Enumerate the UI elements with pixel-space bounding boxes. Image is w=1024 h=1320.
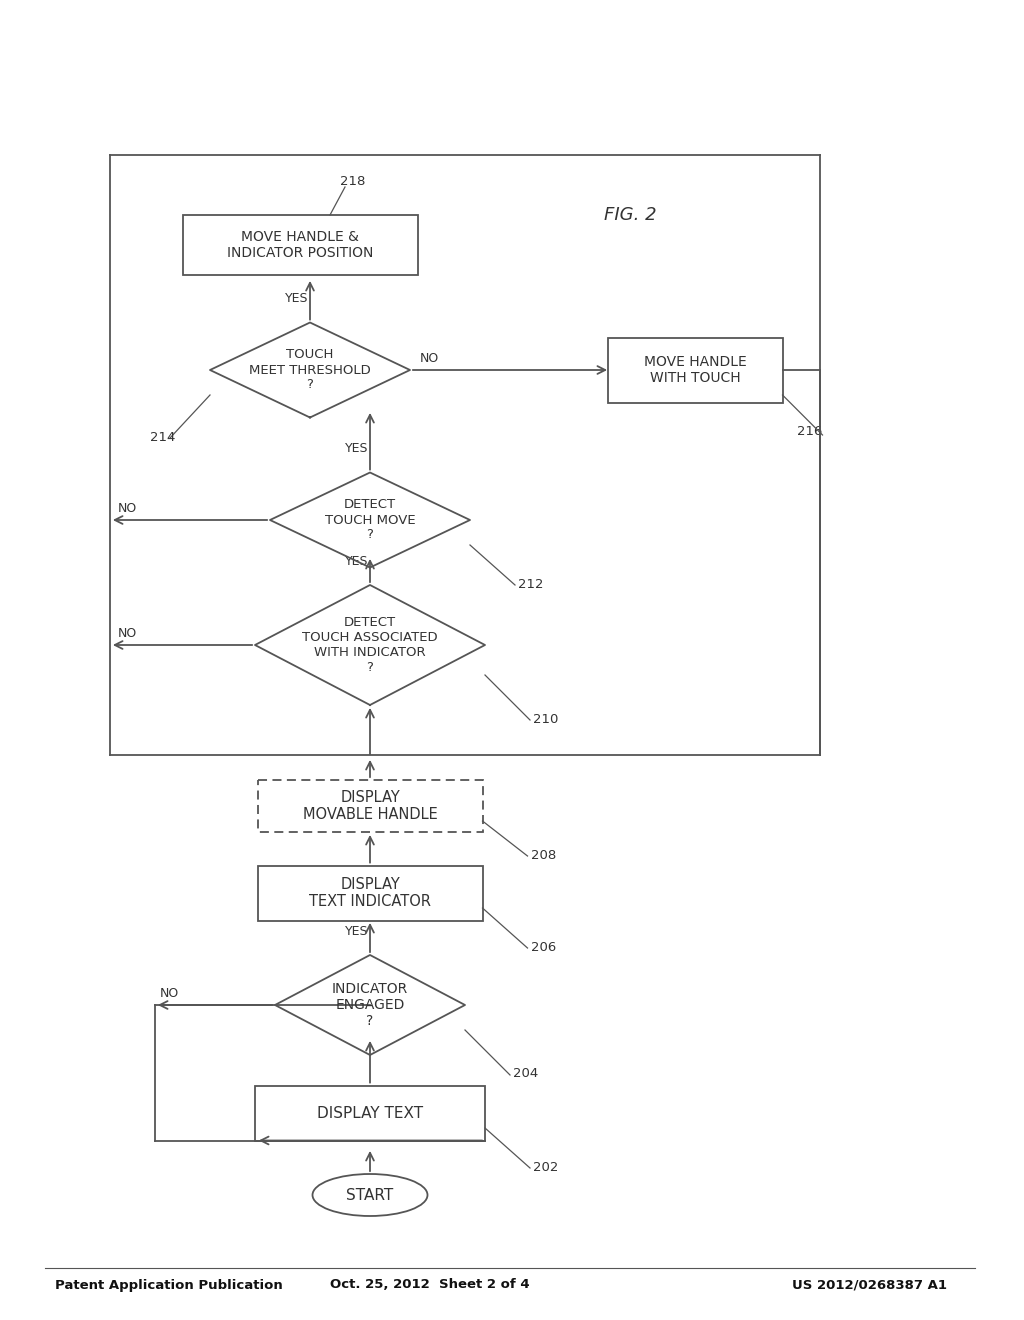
Text: NO: NO — [160, 987, 179, 1001]
Text: NO: NO — [118, 502, 137, 515]
Bar — [607, 338, 782, 403]
Text: DISPLAY
MOVABLE HANDLE: DISPLAY MOVABLE HANDLE — [303, 789, 437, 822]
Text: YES: YES — [345, 442, 369, 455]
Text: 208: 208 — [530, 849, 556, 862]
Bar — [257, 780, 482, 832]
Text: YES: YES — [285, 293, 308, 305]
Text: 216: 216 — [798, 425, 823, 438]
Text: 204: 204 — [513, 1067, 539, 1080]
Text: 212: 212 — [518, 578, 544, 591]
Text: YES: YES — [345, 925, 369, 939]
Text: NO: NO — [420, 352, 439, 366]
Bar — [257, 866, 482, 920]
Bar — [255, 1085, 485, 1140]
Text: DETECT
TOUCH MOVE
?: DETECT TOUCH MOVE ? — [325, 499, 416, 541]
Text: Patent Application Publication: Patent Application Publication — [55, 1279, 283, 1291]
Text: 202: 202 — [534, 1162, 558, 1173]
Text: 218: 218 — [340, 176, 366, 187]
Text: MOVE HANDLE &
INDICATOR POSITION: MOVE HANDLE & INDICATOR POSITION — [226, 230, 373, 260]
Text: YES: YES — [345, 554, 369, 568]
Text: NO: NO — [118, 627, 137, 640]
Text: MOVE HANDLE
WITH TOUCH: MOVE HANDLE WITH TOUCH — [644, 355, 746, 385]
Text: Oct. 25, 2012  Sheet 2 of 4: Oct. 25, 2012 Sheet 2 of 4 — [330, 1279, 529, 1291]
Text: 214: 214 — [150, 432, 175, 444]
Text: 210: 210 — [534, 713, 558, 726]
Text: DISPLAY TEXT: DISPLAY TEXT — [317, 1106, 423, 1121]
Text: DISPLAY
TEXT INDICATOR: DISPLAY TEXT INDICATOR — [309, 876, 431, 909]
Text: US 2012/0268387 A1: US 2012/0268387 A1 — [793, 1279, 947, 1291]
Text: INDICATOR
ENGAGED
?: INDICATOR ENGAGED ? — [332, 982, 409, 1028]
Text: TOUCH
MEET THRESHOLD
?: TOUCH MEET THRESHOLD ? — [249, 348, 371, 392]
Text: FIG. 2: FIG. 2 — [604, 206, 656, 224]
Bar — [182, 215, 418, 275]
Text: START: START — [346, 1188, 393, 1203]
Text: 206: 206 — [530, 941, 556, 954]
Text: DETECT
TOUCH ASSOCIATED
WITH INDICATOR
?: DETECT TOUCH ASSOCIATED WITH INDICATOR ? — [302, 616, 438, 675]
